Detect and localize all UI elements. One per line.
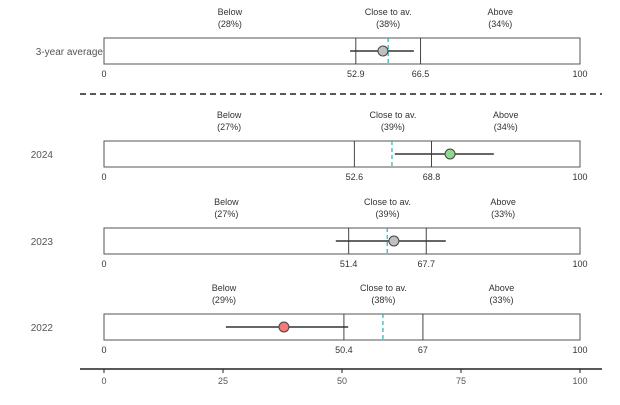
panel-label: 2024 xyxy=(31,150,54,161)
band-label: Close to av. xyxy=(364,197,411,207)
tick-label: 50.4 xyxy=(335,345,353,355)
band-label: Below xyxy=(214,197,239,207)
band-percent: (27%) xyxy=(214,209,238,219)
tick-label: 67.7 xyxy=(417,259,435,269)
tick-label: 0 xyxy=(101,172,106,182)
tick-label: 100 xyxy=(572,69,587,79)
tick-label: 51.4 xyxy=(340,259,358,269)
x-axis-tick-label: 0 xyxy=(101,376,106,386)
band-label: Below xyxy=(218,7,243,17)
band-percent: (33%) xyxy=(491,209,515,219)
band-label: Above xyxy=(489,283,515,293)
data-point xyxy=(278,321,290,333)
tick-label: 0 xyxy=(101,345,106,355)
x-axis-tick-label: 25 xyxy=(218,376,228,386)
tick-label: 66.5 xyxy=(412,69,430,79)
band-label: Above xyxy=(488,7,514,17)
x-axis-tick-label: 75 xyxy=(456,376,466,386)
tick-label: 100 xyxy=(572,172,587,182)
tick-label: 0 xyxy=(101,259,106,269)
band-percent: (27%) xyxy=(217,122,241,132)
band-label: Below xyxy=(212,283,237,293)
band-label: Close to av. xyxy=(370,110,417,120)
panel-box xyxy=(103,140,581,168)
band-label: Above xyxy=(490,197,516,207)
band-percent: (34%) xyxy=(494,122,518,132)
band-percent: (39%) xyxy=(375,209,399,219)
tick-label: 52.9 xyxy=(347,69,365,79)
panel-label: 2023 xyxy=(31,237,54,248)
band-label: Below xyxy=(217,110,242,120)
band-percent: (29%) xyxy=(212,295,236,305)
band-percent: (28%) xyxy=(218,19,242,29)
data-point xyxy=(377,45,389,57)
data-point xyxy=(444,148,456,160)
x-axis-tick-label: 100 xyxy=(572,376,587,386)
tick-label: 68.8 xyxy=(423,172,441,182)
tick-label: 0 xyxy=(101,69,106,79)
panel-label: 3-year average xyxy=(36,47,104,58)
panel-box xyxy=(103,37,581,65)
data-point xyxy=(388,235,400,247)
x-axis-tick-label: 50 xyxy=(337,376,347,386)
band-label: Close to av. xyxy=(365,7,412,17)
band-label: Above xyxy=(493,110,519,120)
tick-label: 52.6 xyxy=(346,172,364,182)
band-percent: (38%) xyxy=(376,19,400,29)
tick-label: 100 xyxy=(572,259,587,269)
tick-label: 100 xyxy=(572,345,587,355)
band-percent: (38%) xyxy=(371,295,395,305)
panel-label: 2022 xyxy=(31,323,54,334)
band-percent: (33%) xyxy=(489,295,513,305)
band-percent: (39%) xyxy=(381,122,405,132)
band-percent: (34%) xyxy=(488,19,512,29)
band-label: Close to av. xyxy=(360,283,407,293)
tick-label: 67 xyxy=(418,345,428,355)
